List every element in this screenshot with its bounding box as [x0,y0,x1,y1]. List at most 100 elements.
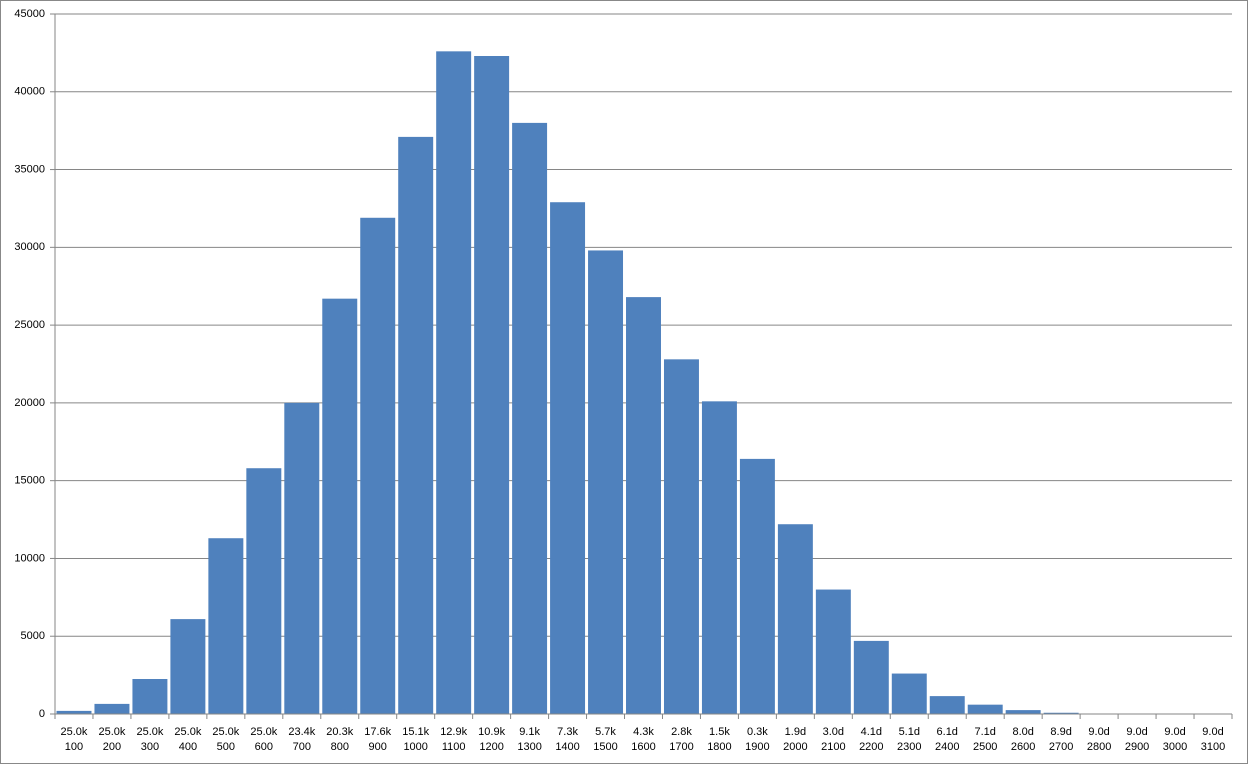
bar [588,250,624,714]
x-tick-label: 2.8k [671,726,692,738]
x-tick-label: 4.3k [633,726,654,738]
y-tick-label: 20000 [14,397,45,409]
x-tick-label: 1200 [479,741,503,753]
bar [512,122,548,714]
x-tick-label: 500 [217,741,235,753]
bar [436,51,472,715]
x-tick-label: 2700 [1049,741,1073,753]
bar [853,640,889,714]
x-tick-label: 10.9k [478,726,505,738]
x-tick-label: 9.1k [519,726,540,738]
bar [322,298,358,714]
x-tick-label: 9.0d [1126,726,1147,738]
y-tick-label: 10000 [14,552,45,564]
bar [739,458,775,714]
bar [208,538,244,714]
x-tick-label: 17.6k [364,726,391,738]
x-tick-label: 3.0d [823,726,844,738]
bar [929,696,965,714]
x-tick-label: 7.3k [557,726,578,738]
x-tick-label: 1700 [669,741,693,753]
bar [1005,710,1041,714]
x-tick-label: 9.0d [1202,726,1223,738]
bar [398,136,434,714]
bar [663,359,699,714]
x-tick-label: 2200 [859,741,883,753]
x-tick-label: 1400 [555,741,579,753]
x-tick-label: 1500 [593,741,617,753]
x-tick-label: 600 [255,741,273,753]
y-tick-label: 40000 [14,86,45,98]
x-tick-label: 2300 [897,741,921,753]
x-tick-label: 2800 [1087,741,1111,753]
x-tick-label: 25.0k [98,726,125,738]
y-tick-label: 35000 [14,163,45,175]
x-tick-label: 15.1k [402,726,429,738]
bar [474,56,510,714]
x-tick-label: 9.0d [1164,726,1185,738]
x-tick-label: 3000 [1163,741,1187,753]
bar [246,468,282,714]
x-tick-label: 700 [293,741,311,753]
bar [777,524,813,714]
x-tick-label: 2500 [973,741,997,753]
y-tick-label: 15000 [14,475,45,487]
x-tick-label: 2600 [1011,741,1035,753]
x-tick-label: 2400 [935,741,959,753]
y-tick-label: 45000 [14,8,45,20]
x-tick-label: 8.0d [1012,726,1033,738]
bar [815,589,851,714]
x-tick-label: 400 [179,741,197,753]
x-tick-label: 300 [141,741,159,753]
x-tick-label: 1900 [745,741,769,753]
x-tick-label: 2100 [821,741,845,753]
bar [550,202,586,714]
x-tick-label: 8.9d [1050,726,1071,738]
x-tick-label: 5.1d [899,726,920,738]
y-tick-label: 30000 [14,241,45,253]
bar [1043,712,1079,714]
x-tick-label: 2000 [783,741,807,753]
bar [626,297,661,714]
x-tick-label: 0.3k [747,726,768,738]
bar [701,401,737,714]
x-tick-label: 25.0k [250,726,277,738]
x-tick-label: 1300 [517,741,541,753]
x-tick-label: 200 [103,741,121,753]
x-tick-label: 800 [331,741,349,753]
bar [132,679,168,714]
x-tick-label: 1.9d [785,726,806,738]
x-tick-label: 4.1d [861,726,882,738]
x-tick-label: 1000 [403,741,427,753]
bar [891,673,927,714]
x-tick-label: 9.0d [1088,726,1109,738]
x-tick-label: 25.0k [174,726,201,738]
x-tick-label: 25.0k [212,726,239,738]
x-tick-label: 1.5k [709,726,730,738]
x-tick-label: 25.0k [136,726,163,738]
y-tick-label: 25000 [14,319,45,331]
x-tick-label: 20.3k [326,726,353,738]
y-tick-label: 0 [39,708,45,720]
bar [360,217,396,714]
x-tick-label: 25.0k [61,726,88,738]
x-tick-label: 3100 [1201,741,1225,753]
x-tick-label: 7.1d [974,726,995,738]
x-tick-label: 5.7k [595,726,616,738]
x-tick-label: 23.4k [288,726,315,738]
x-tick-label: 1600 [631,741,655,753]
y-tick-label: 5000 [21,630,45,642]
x-tick-label: 1800 [707,741,731,753]
x-tick-label: 2900 [1125,741,1149,753]
bar [94,703,130,714]
x-tick-label: 1100 [442,741,466,753]
x-tick-label: 6.1d [937,726,958,738]
bar [284,402,320,714]
x-tick-label: 12.9k [440,726,467,738]
bar [56,710,92,714]
bar [170,619,206,714]
x-tick-label: 100 [65,741,83,753]
bar [967,704,1003,714]
